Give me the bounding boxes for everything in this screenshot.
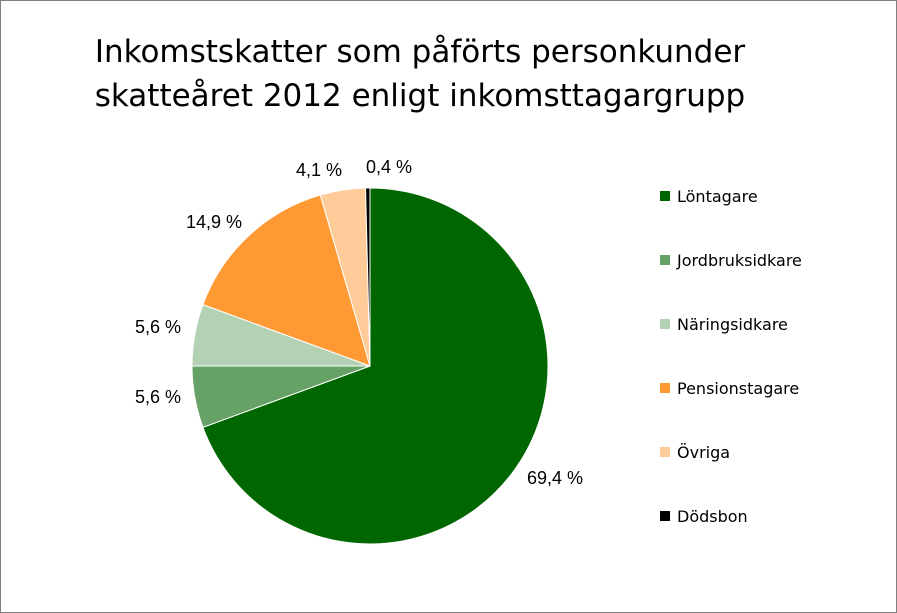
legend-swatch-3 [660, 383, 670, 393]
data-label-5: 0,4 % [366, 157, 412, 177]
legend-swatch-0 [660, 191, 670, 201]
legend-item-1: Jordbruksidkare [660, 248, 802, 272]
legend-item-4: Övriga [660, 440, 730, 464]
pie-slice-3 [202, 194, 371, 367]
legend-swatch-1 [660, 255, 670, 265]
legend-item-0: Löntagare [660, 184, 758, 208]
legend-label-4: Övriga [677, 442, 731, 462]
legend-label-0: Löntagare [677, 186, 758, 206]
legend-swatch-5 [660, 511, 670, 521]
pie-slice-0 [202, 187, 549, 545]
chart-title-line-2: skatteåret 2012 enligt inkomsttagargrupp [94, 78, 746, 114]
chart-title-line-1: Inkomstskatter som påförts personkunder [94, 34, 746, 70]
legend-label-5: Dödsbon [677, 506, 748, 526]
legend-item-2: Näringsidkare [660, 312, 788, 336]
legend-label-3: Pensionstagare [677, 378, 800, 398]
data-label-2: 5,6 % [135, 317, 181, 337]
legend-swatch-2 [660, 319, 670, 329]
data-label-3: 14,9 % [186, 212, 242, 232]
data-label-4: 4,1 % [296, 160, 342, 180]
legend-label-1: Jordbruksidkare [677, 250, 802, 270]
data-label-1: 5,6 % [135, 387, 181, 407]
legend-swatch-4 [660, 447, 670, 457]
data-label-0: 69,4 % [527, 468, 583, 488]
legend-label-2: Näringsidkare [677, 314, 788, 334]
legend-item-3: Pensionstagare [660, 376, 799, 400]
pie-slice-5 [365, 187, 371, 367]
chart-title: Inkomstskatter som påförts personkunder … [0, 30, 840, 118]
legend-item-5: Dödsbon [660, 504, 748, 528]
